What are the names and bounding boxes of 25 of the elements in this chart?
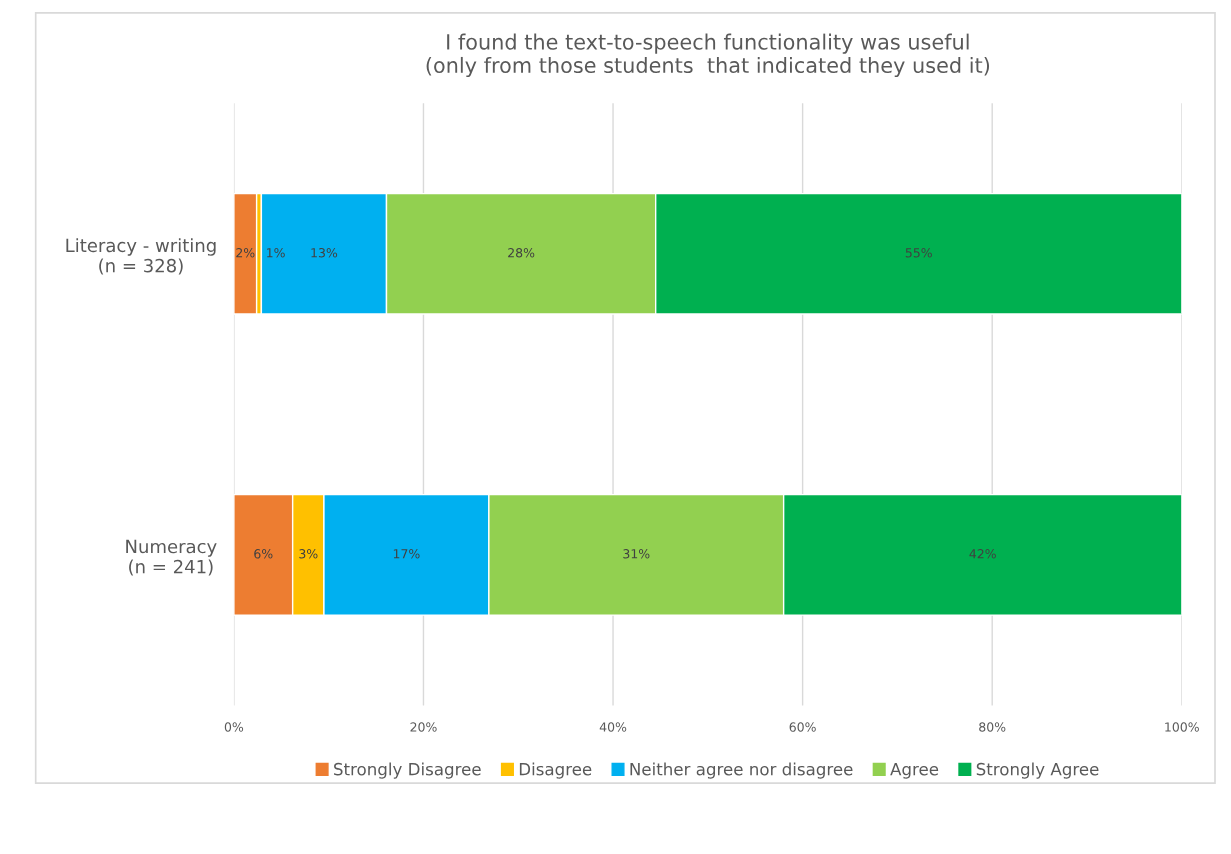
y-tick-label: Literacy - writing (n = 328) [66, 238, 216, 275]
chart-title: I found the text-to-speech functionality was useful (only from those students that indicated they used it) [426, 33, 990, 78]
data-label: 31% [623, 549, 650, 559]
legend-label: Agree [890, 763, 939, 779]
x-tick-label: 20% [410, 722, 437, 732]
x-tick-label: 40% [599, 722, 627, 732]
legend-label: Strongly Agree [976, 762, 1099, 779]
x-tick-label: 60% [789, 722, 816, 732]
data-label: 13% [311, 248, 338, 258]
legend-label: Neither agree nor disagree [630, 762, 853, 779]
data-label: 28% [508, 248, 535, 258]
x-tick-label: 100% [1165, 722, 1199, 732]
data-label: 55% [905, 248, 932, 258]
legend-label: Strongly Disagree [334, 762, 481, 779]
data-label: 1% [267, 248, 285, 258]
data-label: 6% [254, 549, 273, 559]
x-tick-label: 0% [224, 722, 244, 732]
data-label: 42% [969, 549, 996, 559]
bar [233, 192, 258, 315]
data-label: 2% [236, 248, 255, 258]
x-tick-label: 80% [979, 722, 1006, 732]
legend-label: Disagree [519, 762, 592, 779]
y-tick-label: Numeracy (n = 241) [126, 539, 217, 576]
data-label: 17% [393, 549, 420, 559]
data-label: 3% [299, 549, 318, 559]
